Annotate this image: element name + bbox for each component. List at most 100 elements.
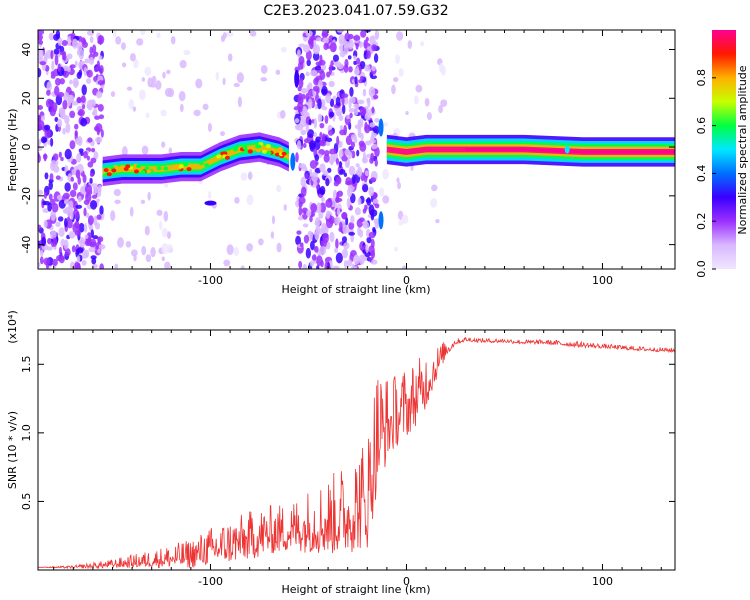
heatmap-noise-blob: [86, 155, 90, 161]
heatmap-noise-blob: [280, 46, 287, 53]
heatmap-noise-blob: [112, 30, 117, 38]
heatmap-noise-blob: [74, 60, 78, 67]
heatmap-noise-blob: [46, 81, 52, 92]
heatmap-noise-blob: [87, 137, 93, 143]
heatmap-noise-blob: [161, 227, 168, 238]
heatmap-noise-blob: [64, 248, 71, 257]
heatmap-ridge-speckle: [186, 167, 192, 172]
heatmap-noise-blob: [366, 236, 372, 244]
heatmap-ridge-speckle: [224, 155, 230, 160]
heatmap-noise-blob: [151, 75, 157, 84]
heatmap-noise-blob: [49, 137, 54, 147]
heatmap-noise-blob: [67, 66, 71, 73]
heatmap-noise-blob: [271, 215, 276, 225]
heatmap-noise-blob: [364, 204, 368, 211]
heatmap-noise-blob: [415, 84, 423, 93]
heatmap-noise-blob: [38, 138, 42, 144]
heatmap-noise-blob: [96, 126, 101, 136]
heatmap-ridge-speckle: [163, 166, 169, 171]
heatmap-noise-blob: [164, 87, 173, 97]
heatmap-noise-blob: [393, 77, 399, 83]
heatmap-noise-blob: [346, 259, 353, 267]
heatmap-noise-blob: [334, 216, 341, 225]
heatmap-noise-blob: [208, 190, 212, 200]
heatmap-noise-blob: [301, 93, 306, 100]
heatmap-noise-blob: [318, 59, 326, 66]
heatmap-noise-blob: [164, 261, 171, 269]
heatmap-noise-blob: [89, 46, 93, 55]
heatmap-noise-blob: [163, 210, 169, 222]
heatmap-noise-blob: [309, 159, 318, 169]
heatmap-noise-blob: [215, 71, 220, 81]
heatmap-noise-blob: [76, 255, 81, 263]
heatmap-ridge-speckle: [266, 150, 272, 155]
heatmap-noise-blob: [69, 79, 73, 85]
heatmap-noise-blob: [93, 151, 99, 160]
heatmap-noise-blob: [77, 195, 82, 203]
heatmap-ridge-speckle: [216, 154, 222, 159]
heatmap-noise-blob: [57, 91, 65, 98]
heatmap-noise-blob: [145, 112, 150, 119]
heatmap-noise-blob: [226, 31, 234, 38]
heatmap-noise-blob: [315, 184, 320, 190]
heatmap-noise-blob: [167, 231, 171, 240]
heatmap-noise-blob: [130, 249, 138, 257]
heatmap-noise-blob: [337, 63, 344, 70]
heatmap-noise-blob: [346, 114, 351, 120]
heatmap-noise-blob: [354, 136, 358, 144]
heatmap-noise-blob: [237, 96, 242, 108]
heatmap-noise-blob: [322, 37, 329, 44]
heatmap-x-tick-label: 100: [592, 274, 613, 287]
heatmap-noise-blob: [350, 141, 356, 149]
snr-x-tick-label: -100: [198, 575, 223, 588]
heatmap-y-tick-label: 20: [20, 91, 33, 105]
heatmap-ridge-speckle: [256, 144, 262, 149]
heatmap-noise-blob: [47, 202, 53, 212]
heatmap-noise-blob: [303, 138, 309, 144]
heatmap-noise-blob: [92, 107, 98, 118]
heatmap-noise-blob: [334, 247, 339, 254]
heatmap-noise-blob: [339, 168, 346, 175]
heatmap-noise-blob: [430, 198, 438, 208]
heatmap-noise-blob: [83, 150, 88, 159]
heatmap-noise-blob: [168, 147, 173, 154]
heatmap-noise-blob: [38, 146, 43, 152]
heatmap-noise-blob: [222, 77, 226, 86]
heatmap-noise-blob: [369, 122, 376, 128]
snr-panel: -100 0 100 0.5 1.0 1.5 Height of straight lin…: [6, 310, 676, 596]
heatmap-noise-blob: [306, 209, 312, 217]
heatmap-noise-blob: [43, 191, 48, 199]
heatmap-ridge-speckle: [242, 145, 248, 150]
heatmap-noise-blob: [183, 49, 191, 56]
heatmap-noise-blob: [339, 129, 346, 136]
heatmap-noise-blob: [407, 40, 413, 49]
heatmap-noise-blob: [315, 136, 321, 143]
heatmap-noise-blob: [68, 200, 74, 212]
heatmap-noise-blob: [355, 163, 360, 168]
heatmap-noise-blob: [160, 109, 167, 117]
heatmap-noise-blob: [50, 230, 57, 240]
heatmap-noise-blob: [97, 236, 102, 245]
heatmap-noise-blob: [320, 260, 324, 268]
heatmap-noise-blob: [61, 50, 66, 61]
heatmap-noise-blob: [76, 152, 82, 163]
heatmap-noise-blob: [349, 96, 356, 104]
heatmap-noise-blob: [302, 263, 308, 269]
heatmap-noise-blob: [38, 40, 44, 45]
heatmap-noise-blob: [260, 64, 268, 74]
heatmap-noise-blob: [319, 70, 326, 81]
heatmap-noise-blob: [227, 53, 233, 62]
heatmap-noise-blob: [44, 124, 51, 131]
heatmap-noise-blob: [141, 145, 149, 155]
heatmap-noise-blob: [132, 106, 137, 112]
heatmap-noise-blob: [99, 205, 104, 215]
heatmap-noise-blob: [59, 78, 65, 85]
heatmap-noise-blob: [364, 64, 371, 72]
heatmap-noise-blob: [345, 135, 353, 146]
heatmap-noise-blob: [85, 192, 92, 203]
heatmap-noise-blob: [310, 70, 318, 77]
heatmap-noise-blob: [319, 163, 326, 173]
heatmap-x-tick-label: 0: [403, 274, 410, 287]
heatmap-noise-blob: [50, 210, 57, 221]
